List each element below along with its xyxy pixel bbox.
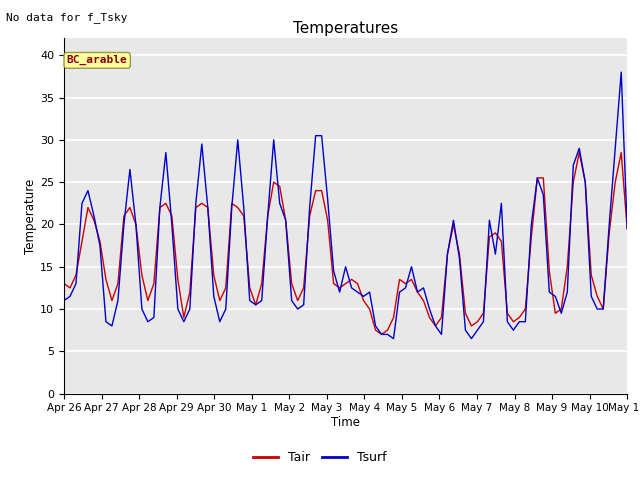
- Tair: [84, 204, 92, 210]
- Tsurf: [461, 327, 469, 333]
- X-axis label: Time: Time: [331, 416, 360, 429]
- Tair: [60, 281, 68, 287]
- Tsurf: [162, 150, 170, 156]
- Tair: [486, 234, 493, 240]
- Title: Temperatures: Temperatures: [293, 21, 398, 36]
- Tsurf: [84, 188, 92, 193]
- Tsurf: [623, 226, 631, 231]
- Tair: [450, 222, 458, 228]
- Tsurf: [390, 336, 397, 341]
- Line: Tair: Tair: [64, 153, 627, 335]
- Line: Tsurf: Tsurf: [64, 72, 627, 338]
- Tsurf: [479, 319, 487, 324]
- Y-axis label: Temperature: Temperature: [24, 179, 37, 253]
- Tair: [378, 332, 385, 337]
- Tair: [461, 311, 469, 316]
- Tair: [162, 201, 170, 206]
- Tsurf: [450, 217, 458, 223]
- Tsurf: [60, 298, 68, 303]
- Text: No data for f_Tsky: No data for f_Tsky: [6, 12, 128, 23]
- Tair: [575, 150, 583, 156]
- Tsurf: [486, 217, 493, 223]
- Text: BC_arable: BC_arable: [67, 55, 127, 65]
- Tair: [479, 311, 487, 316]
- Tsurf: [618, 69, 625, 75]
- Tair: [623, 226, 631, 231]
- Legend: Tair, Tsurf: Tair, Tsurf: [248, 446, 392, 469]
